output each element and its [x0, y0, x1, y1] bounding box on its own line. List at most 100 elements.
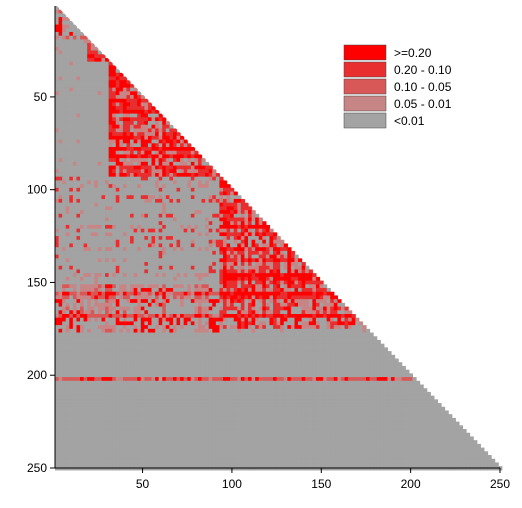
heatmap-cell — [62, 247, 67, 252]
heatmap-cell — [83, 143, 88, 148]
heatmap-cell — [190, 147, 195, 152]
heatmap-cell — [201, 343, 206, 348]
heatmap-cell — [190, 210, 195, 215]
heatmap-cell — [76, 247, 81, 252]
heatmap-cell — [158, 198, 163, 204]
heatmap-cell — [65, 128, 70, 133]
heatmap-cell — [340, 314, 346, 319]
heatmap-cell — [194, 187, 199, 193]
heatmap-cell — [240, 221, 246, 226]
heatmap-cell — [97, 83, 103, 89]
heatmap-cell — [62, 295, 67, 300]
heatmap-cell — [365, 343, 371, 348]
heatmap-cell — [169, 184, 174, 189]
heatmap-cell — [162, 124, 167, 130]
heatmap-cell — [233, 336, 238, 341]
heatmap-cell — [62, 284, 67, 289]
heatmap-cell — [169, 273, 174, 278]
heatmap-cell — [58, 147, 63, 152]
heatmap-cell — [126, 213, 131, 219]
heatmap-cell — [158, 358, 163, 363]
heatmap-cell — [248, 317, 253, 323]
heatmap-cell — [83, 269, 88, 274]
heatmap-cell — [105, 139, 110, 144]
heatmap-cell — [83, 358, 88, 363]
heatmap-cell — [215, 187, 221, 193]
heatmap-cell — [183, 295, 188, 300]
heatmap-cell — [305, 295, 310, 300]
heatmap-cell — [97, 325, 103, 330]
heatmap-cell — [197, 373, 203, 378]
heatmap-cell — [290, 288, 296, 293]
heatmap-cell — [212, 265, 217, 271]
heatmap-cell — [112, 243, 117, 248]
heatmap-cell — [323, 336, 328, 341]
heatmap-cell — [119, 336, 124, 341]
heatmap-cell — [119, 358, 124, 363]
heatmap-cell — [251, 306, 256, 311]
heatmap-cell — [140, 328, 145, 334]
heatmap-cell — [197, 184, 203, 189]
heatmap-cell — [283, 276, 288, 282]
heatmap-cell — [230, 362, 235, 367]
heatmap-cell — [333, 306, 338, 311]
heatmap-cell — [62, 31, 67, 37]
heatmap-cell — [187, 288, 192, 293]
heatmap-cell — [55, 98, 60, 104]
heatmap-cell — [212, 169, 217, 174]
heatmap-cell — [176, 321, 181, 326]
heatmap-cell — [244, 202, 249, 207]
heatmap-cell — [126, 217, 131, 222]
heatmap-cell — [55, 325, 60, 330]
heatmap-cell — [69, 143, 74, 148]
heatmap-cell — [65, 373, 70, 378]
heatmap-cell — [162, 336, 167, 341]
heatmap-cell — [169, 154, 174, 159]
heatmap-cell — [55, 135, 60, 141]
heatmap-cell — [176, 158, 181, 163]
heatmap-cell — [140, 295, 145, 300]
heatmap-cell — [83, 243, 88, 248]
heatmap-cell — [140, 224, 145, 230]
heatmap-cell — [237, 321, 242, 326]
heatmap-cell — [101, 117, 106, 122]
heatmap-cell — [190, 206, 195, 211]
heatmap-cell — [219, 254, 224, 259]
heatmap-cell — [140, 147, 145, 152]
heatmap-cell — [115, 113, 120, 118]
heatmap-cell — [126, 317, 131, 323]
heatmap-cell — [80, 265, 85, 271]
heatmap-cell — [265, 369, 271, 374]
heatmap-cell — [101, 217, 106, 222]
heatmap-cell — [194, 221, 199, 226]
heatmap-cell — [165, 284, 170, 289]
heatmap-cell — [172, 213, 178, 219]
heatmap-cell — [244, 336, 249, 341]
heatmap-cell — [258, 339, 263, 345]
heatmap-cell — [58, 373, 63, 378]
heatmap-cell — [237, 362, 242, 367]
heatmap-cell — [155, 369, 160, 374]
heatmap-cell — [390, 358, 396, 363]
heatmap-cell — [276, 369, 281, 374]
heatmap-cell — [258, 217, 263, 222]
heatmap-cell — [115, 299, 120, 304]
heatmap-cell — [101, 328, 106, 334]
heatmap-cell — [190, 202, 195, 207]
heatmap-cell — [194, 354, 199, 360]
heatmap-cell — [208, 328, 213, 334]
heatmap-cell — [176, 310, 181, 315]
heatmap-cell — [58, 284, 63, 289]
heatmap-cell — [369, 365, 374, 371]
heatmap-cell — [105, 195, 110, 200]
heatmap-cell — [90, 273, 95, 278]
heatmap-cell — [115, 269, 120, 274]
heatmap-cell — [169, 321, 174, 326]
heatmap-cell — [201, 206, 206, 211]
heatmap-cell — [172, 147, 178, 152]
heatmap-cell — [194, 284, 199, 289]
heatmap-cell — [105, 102, 110, 107]
heatmap-cell — [155, 132, 160, 137]
heatmap-cell — [62, 213, 67, 219]
heatmap-cell — [172, 321, 178, 326]
